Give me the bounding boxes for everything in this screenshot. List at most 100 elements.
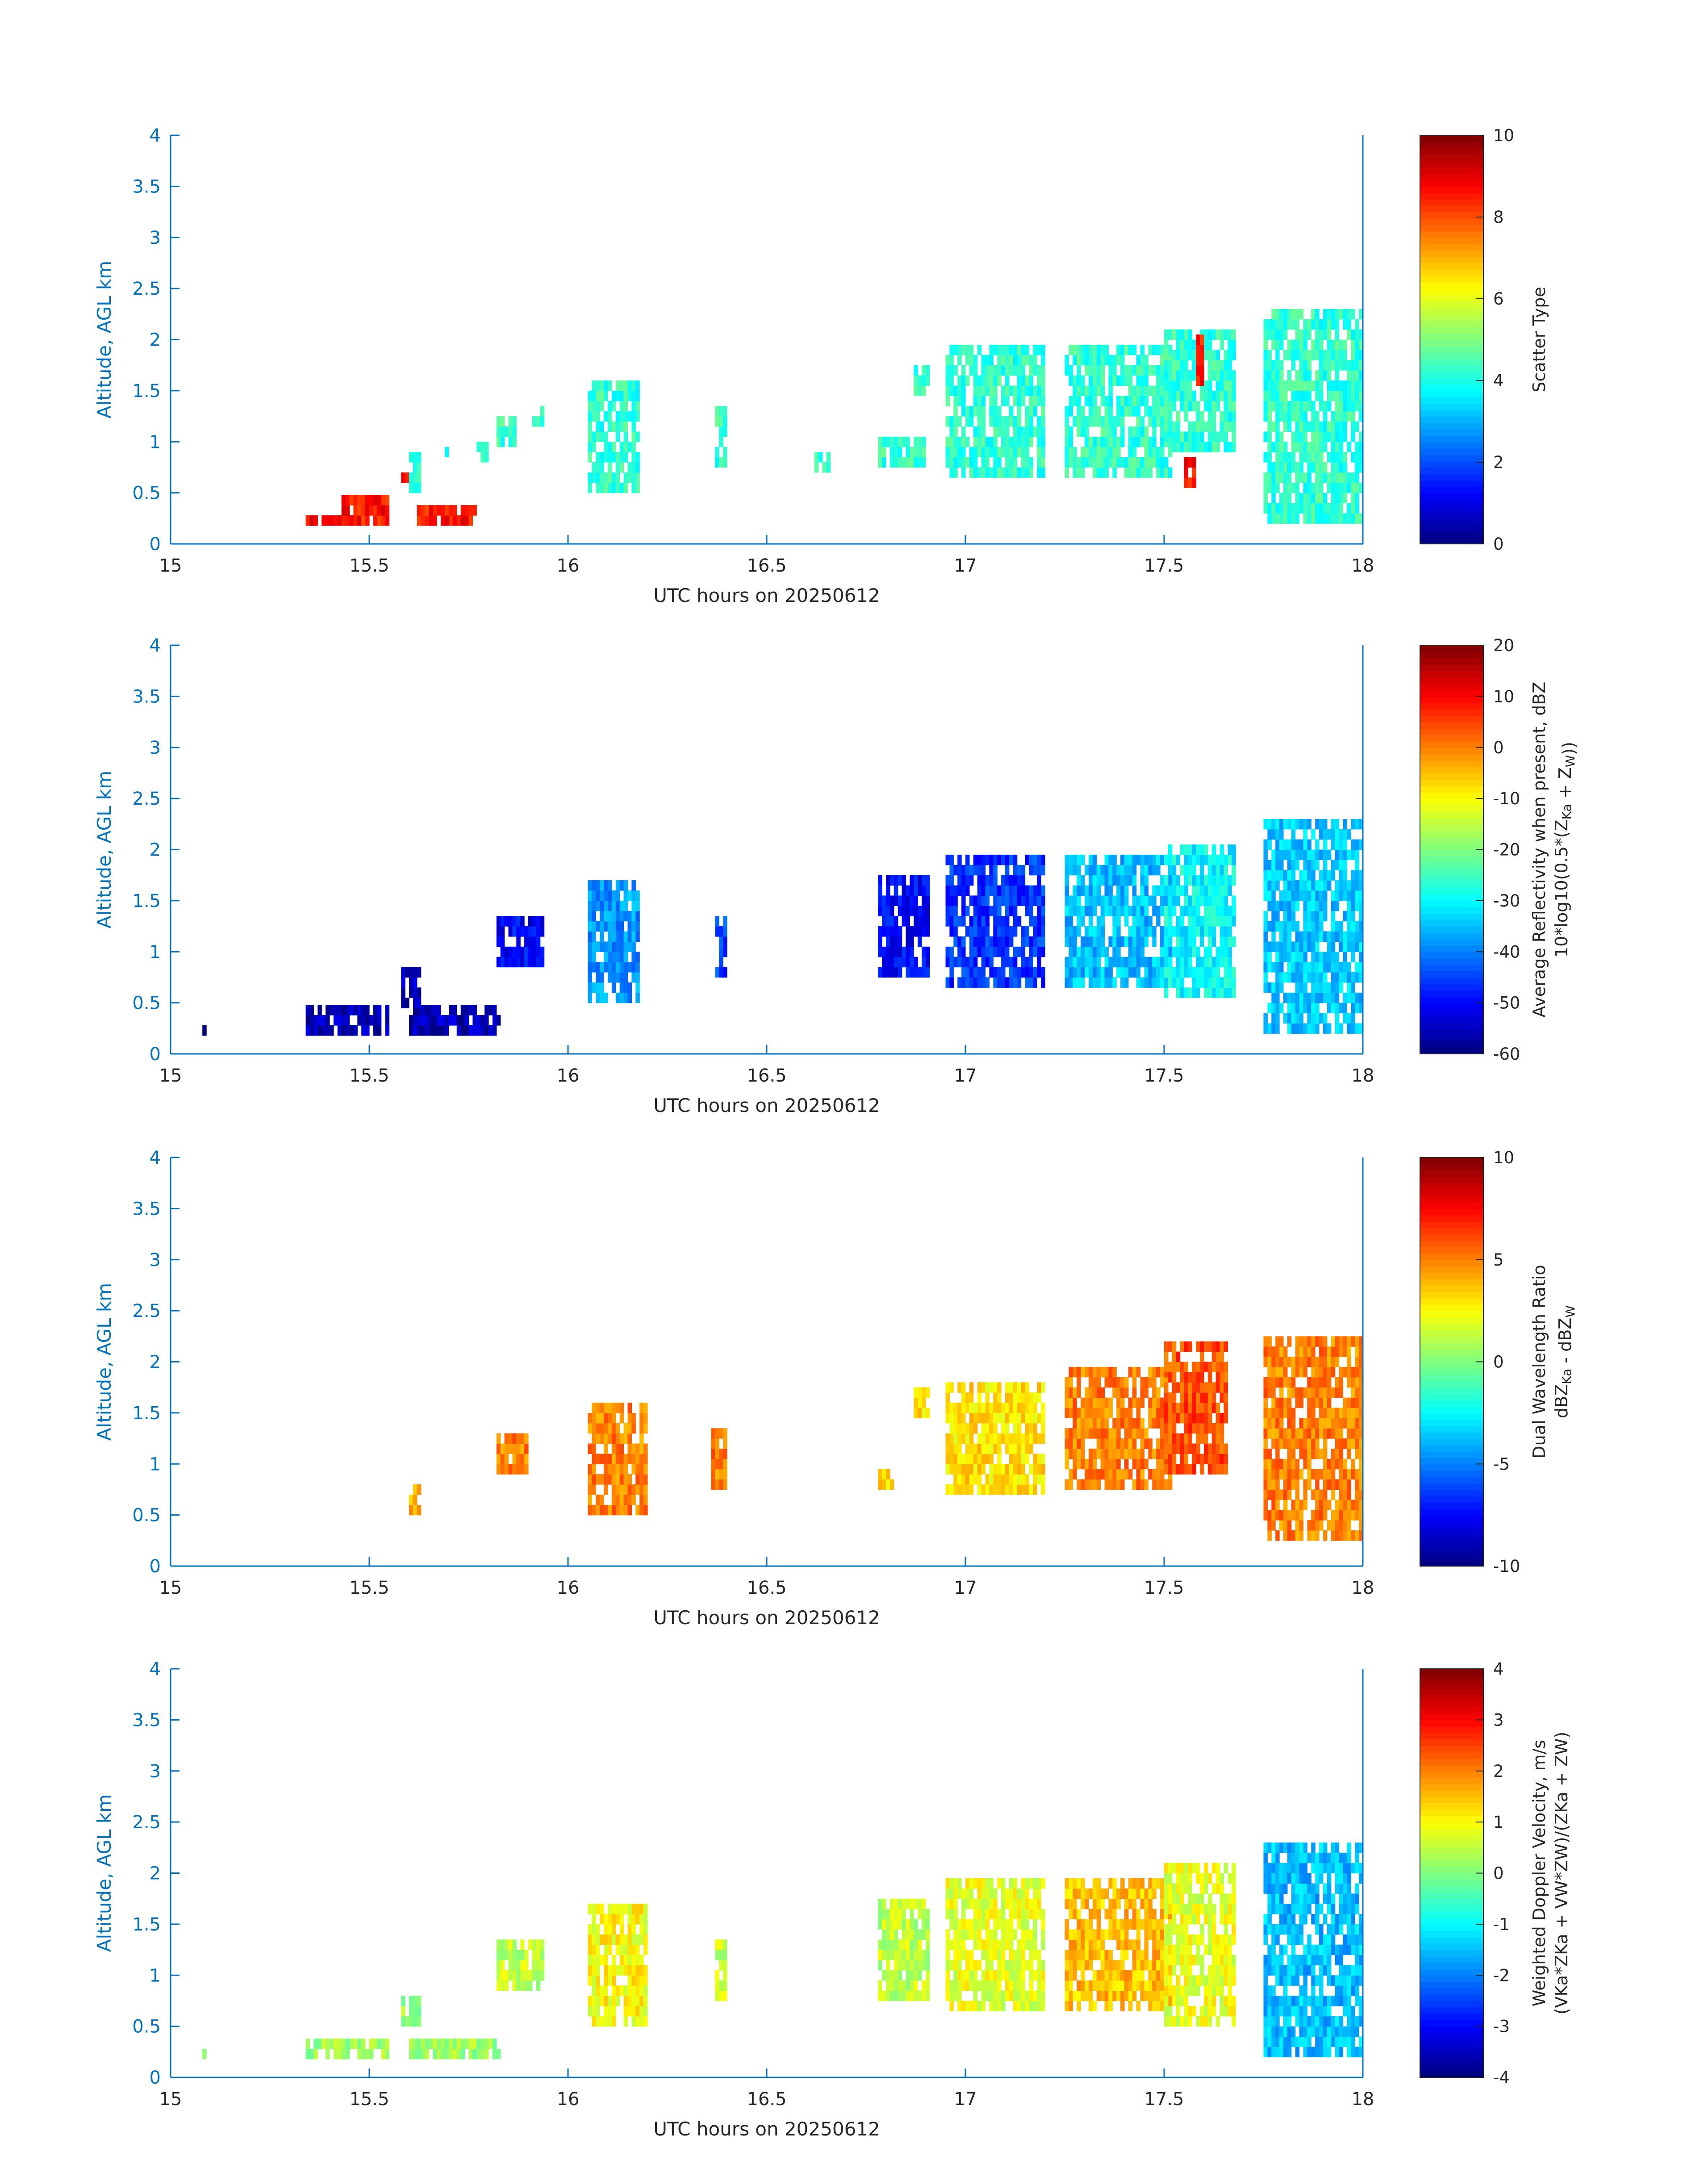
data-cell xyxy=(1069,926,1073,937)
data-cell xyxy=(1319,829,1324,840)
data-cell xyxy=(1029,416,1033,427)
data-cell xyxy=(1295,1438,1300,1449)
data-cell xyxy=(1335,380,1340,391)
data-cell xyxy=(1096,885,1101,896)
data-cell xyxy=(1100,396,1105,406)
data-cell xyxy=(1128,385,1133,396)
data-cell xyxy=(1184,1454,1188,1464)
data-cell xyxy=(417,472,422,483)
data-cell xyxy=(512,926,517,937)
data-cell xyxy=(1323,992,1328,1003)
data-cell xyxy=(1323,1023,1328,1034)
data-cell xyxy=(953,344,958,355)
data-cell xyxy=(592,880,596,891)
data-cell xyxy=(898,447,902,458)
data-cell xyxy=(1351,411,1355,422)
data-cell xyxy=(1351,880,1355,891)
data-cell xyxy=(989,906,994,916)
data-cell xyxy=(965,375,970,386)
data-cell xyxy=(1156,467,1161,478)
data-cell xyxy=(520,1443,525,1454)
data-cell xyxy=(1152,365,1157,376)
data-cell xyxy=(1041,365,1045,376)
data-cell xyxy=(1319,421,1324,432)
data-cell xyxy=(401,977,405,988)
data-cell xyxy=(1319,319,1324,330)
data-cell xyxy=(969,1392,974,1403)
data-cell xyxy=(1211,936,1216,947)
data-cell xyxy=(592,952,596,962)
data-cell xyxy=(385,1025,390,1036)
data-cell xyxy=(961,447,966,458)
data-cell xyxy=(631,900,636,911)
data-cell xyxy=(596,1975,600,1986)
colorbar-swatch xyxy=(1420,1157,1483,1165)
data-cell xyxy=(1219,895,1224,906)
data-cell xyxy=(1303,380,1307,391)
data-cell xyxy=(1188,401,1192,412)
data-cell xyxy=(957,885,962,896)
data-cell xyxy=(1303,1500,1307,1510)
data-cell xyxy=(1211,1433,1216,1444)
data-cell xyxy=(957,916,962,927)
data-cell xyxy=(1152,906,1157,916)
data-cell xyxy=(1065,854,1069,865)
data-cell xyxy=(1323,1377,1328,1388)
data-cell xyxy=(1005,385,1010,396)
data-cell xyxy=(973,957,978,968)
data-cell xyxy=(600,931,604,942)
data-cell xyxy=(723,946,727,957)
data-cell xyxy=(1351,309,1355,320)
data-cell xyxy=(878,906,882,916)
data-cell xyxy=(496,1443,501,1454)
data-cell xyxy=(1128,926,1133,937)
data-cell xyxy=(1085,447,1089,458)
data-cell xyxy=(918,1387,922,1398)
data-cell xyxy=(1211,885,1216,896)
data-cell xyxy=(1100,385,1105,396)
data-cell xyxy=(1144,365,1148,376)
data-cell xyxy=(1303,421,1307,432)
data-cell xyxy=(997,457,1002,468)
data-cell xyxy=(1275,1336,1280,1347)
data-cell xyxy=(1283,482,1288,493)
data-cell xyxy=(989,946,994,957)
data-cell xyxy=(1347,941,1351,952)
data-cell xyxy=(608,1965,612,1976)
data-cell xyxy=(993,946,998,957)
data-cell xyxy=(1192,1423,1196,1434)
data-cell xyxy=(1172,854,1177,865)
data-cell xyxy=(1291,962,1296,973)
data-cell xyxy=(1065,1438,1069,1449)
data-cell xyxy=(1343,431,1347,442)
data-cell xyxy=(373,505,378,516)
data-cell xyxy=(1013,416,1018,427)
data-cell xyxy=(1315,962,1320,973)
data-cell xyxy=(1228,946,1232,957)
colorbar-swatch xyxy=(1420,256,1483,263)
data-cell xyxy=(1299,1418,1304,1429)
data-cell xyxy=(1001,946,1006,957)
data-cell xyxy=(631,1454,636,1464)
data-cell xyxy=(1307,1346,1311,1357)
data-cell xyxy=(993,936,998,947)
data-cell xyxy=(1156,396,1161,406)
data-cell xyxy=(1275,952,1280,962)
data-cell xyxy=(1323,829,1328,840)
data-cell xyxy=(341,1015,346,1026)
data-cell xyxy=(1180,380,1185,391)
data-cell xyxy=(1116,936,1121,947)
data-cell xyxy=(611,1464,616,1475)
data-cell xyxy=(1303,390,1307,401)
data-cell xyxy=(305,2039,310,2049)
data-cell xyxy=(1343,421,1347,432)
data-cell xyxy=(1355,1438,1359,1449)
data-cell xyxy=(902,436,906,447)
data-cell xyxy=(504,426,509,437)
data-cell xyxy=(608,1433,612,1444)
data-cell xyxy=(1088,1418,1093,1429)
data-cell xyxy=(1196,885,1200,896)
data-cell xyxy=(973,426,978,437)
data-cell xyxy=(623,911,628,922)
data-cell xyxy=(997,895,1002,906)
